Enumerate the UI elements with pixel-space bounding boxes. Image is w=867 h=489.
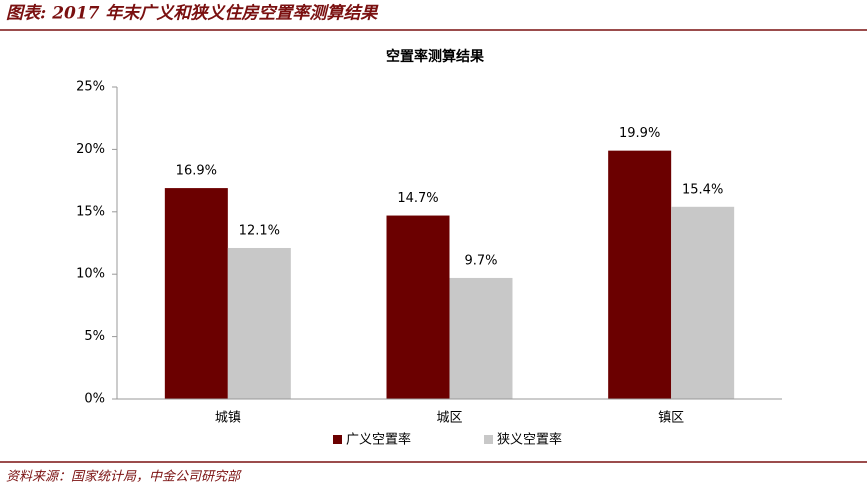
bar	[164, 188, 228, 399]
bar	[386, 215, 450, 399]
data-label: 14.7%	[397, 191, 438, 206]
y-tick-label: 10%	[76, 267, 105, 282]
legend-label: 狭义空置率	[497, 432, 562, 448]
x-tick-label: 镇区	[658, 411, 684, 426]
legend-swatch	[484, 435, 493, 444]
header-title: 图表: 2017 年末广义和狭义住房空置率测算结果	[6, 4, 379, 24]
data-label: 12.1%	[239, 223, 280, 238]
bar	[671, 206, 735, 399]
legend-swatch	[333, 435, 342, 444]
data-label: 16.9%	[176, 164, 217, 179]
chart-title: 空置率测算结果	[386, 48, 485, 65]
y-tick-label: 0%	[84, 392, 105, 407]
y-tick-label: 25%	[76, 80, 105, 95]
x-tick-label: 城镇	[215, 411, 241, 426]
y-tick-label: 15%	[76, 204, 105, 219]
data-label: 15.4%	[682, 182, 723, 197]
bar	[449, 277, 513, 399]
data-label: 19.9%	[619, 126, 660, 141]
bar	[608, 150, 672, 399]
footer-source: 资料来源：国家统计局，中金公司研究部	[6, 469, 242, 485]
data-label: 9.7%	[464, 253, 497, 268]
y-tick-label: 5%	[84, 329, 105, 344]
legend-label: 广义空置率	[346, 432, 411, 448]
x-tick-label: 城区	[436, 411, 462, 426]
bar	[227, 247, 291, 399]
y-tick-label: 20%	[76, 142, 105, 157]
